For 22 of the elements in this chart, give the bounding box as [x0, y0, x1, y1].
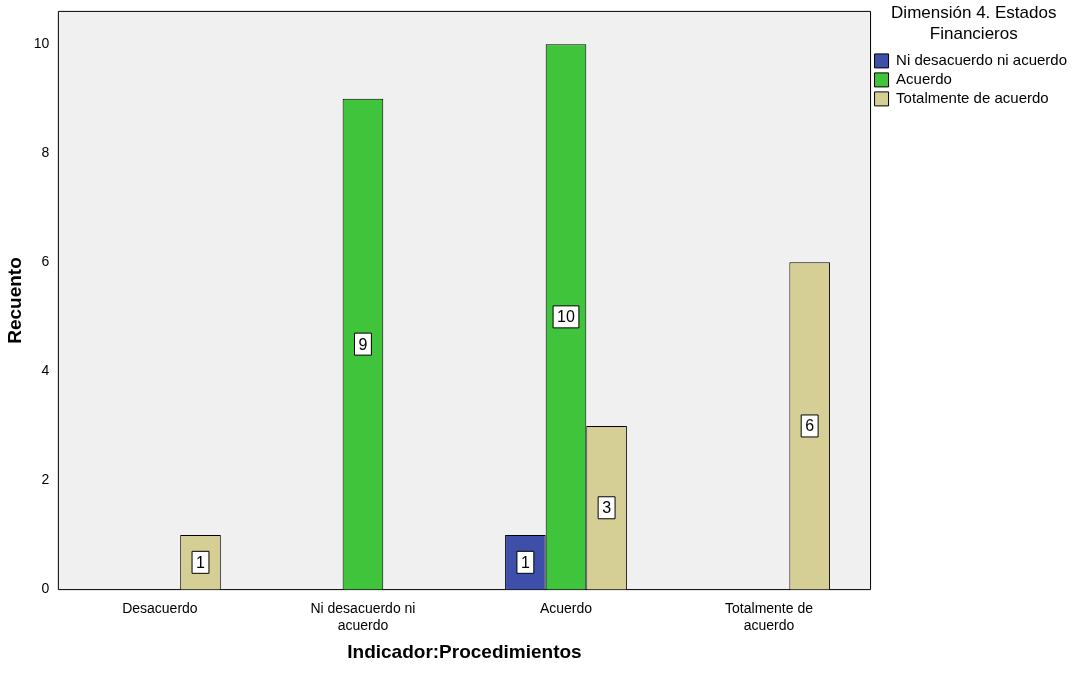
y-tick-label: 6: [41, 253, 50, 270]
legend-label: Ni desacuerdo ni acuerdo: [896, 51, 1068, 69]
y-tick-label: 0: [41, 580, 50, 597]
y-tick-label: 10: [33, 34, 50, 51]
x-tick-label: Totalmente de acuerdo: [725, 599, 814, 633]
legend-label: Totalmente de acuerdo: [896, 89, 1049, 107]
legend-title: Dimensión 4. Estados Financieros: [891, 3, 1057, 43]
legend-label: Acuerdo: [896, 70, 952, 88]
data-label: 3: [602, 499, 612, 517]
data-label: 6: [805, 417, 815, 435]
x-tick-label: Desacuerdo: [122, 599, 198, 616]
y-axis-title: Recuento: [3, 257, 25, 344]
y-tick-label: 4: [41, 362, 50, 379]
x-tick-label: Acuerdo: [539, 599, 593, 616]
x-axis-title: Indicador:Procedimientos: [347, 640, 582, 662]
data-label: 9: [358, 335, 368, 353]
data-label: 1: [520, 553, 530, 571]
x-tick-label: Ni desacuerdo ni acuerdo: [310, 599, 416, 633]
y-tick-label: 2: [41, 471, 50, 488]
data-label: 1: [196, 553, 206, 571]
y-tick-label: 8: [41, 144, 50, 161]
data-label: 10: [557, 308, 575, 326]
